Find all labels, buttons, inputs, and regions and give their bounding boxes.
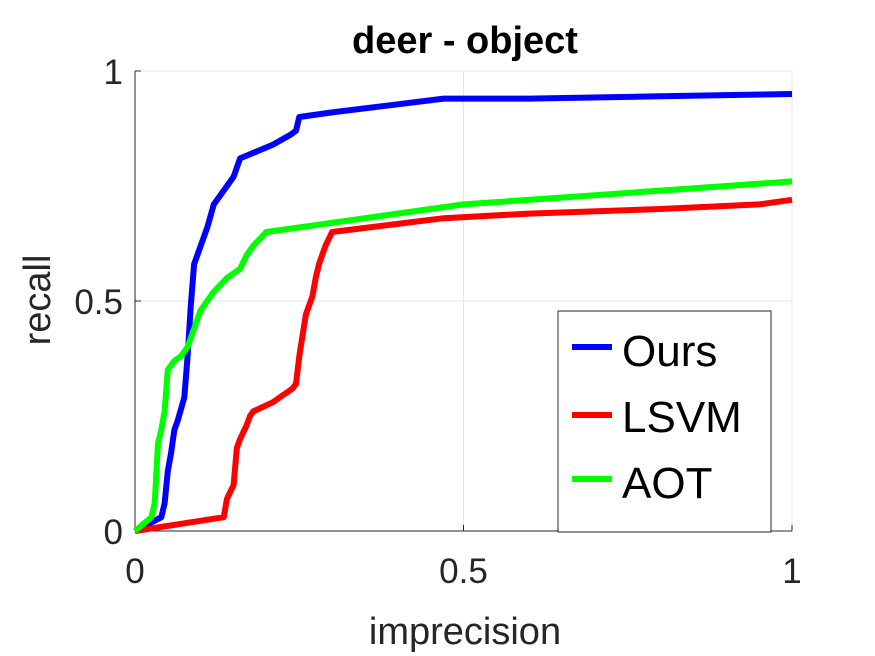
legend: Ours LSVM AOT bbox=[557, 310, 772, 533]
series-line-ours bbox=[133, 91, 793, 534]
y-tick-label: 0.5 bbox=[74, 283, 123, 322]
series-line-lsvm bbox=[134, 196, 793, 534]
chart-title: deer - object bbox=[352, 20, 578, 62]
legend-label-ours: Ours bbox=[622, 327, 717, 376]
plot-area bbox=[133, 91, 793, 534]
x-axis-label: imprecision bbox=[369, 611, 561, 653]
series-line-aot bbox=[133, 178, 793, 534]
y-axis-label: recall bbox=[17, 255, 59, 346]
x-tick-label: 0 bbox=[125, 552, 144, 591]
legend-entry-lsvm: LSVM bbox=[572, 393, 742, 442]
x-tick-label: 0.5 bbox=[439, 552, 488, 591]
tick-labels: 0 0.5 1 0 0.5 1 bbox=[74, 53, 801, 591]
legend-entry-aot: AOT bbox=[572, 459, 712, 508]
y-tick-label: 1 bbox=[104, 53, 123, 92]
legend-entry-ours: Ours bbox=[572, 327, 717, 376]
x-tick-label: 1 bbox=[782, 552, 801, 591]
grid bbox=[135, 70, 793, 531]
legend-label-aot: AOT bbox=[622, 459, 712, 508]
y-tick-label: 0 bbox=[104, 513, 123, 552]
legend-label-lsvm: LSVM bbox=[622, 393, 742, 442]
